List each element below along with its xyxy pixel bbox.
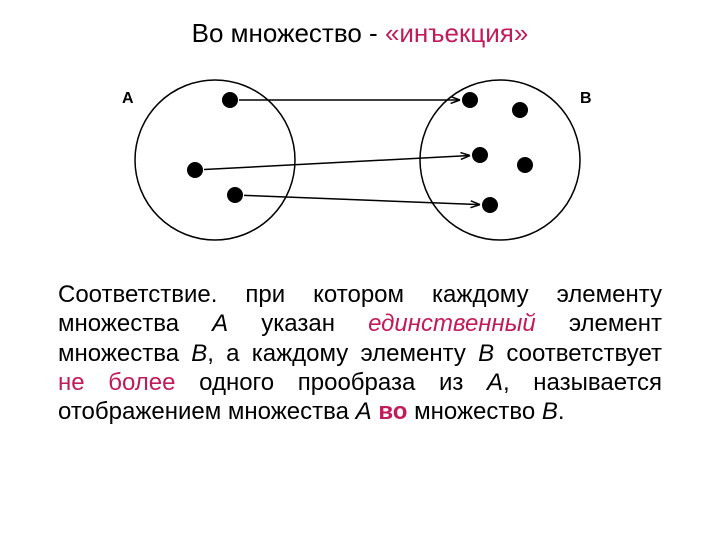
slide: Во множество - «инъекция» А В Соответств… [0,0,720,540]
def-s11: одного прообраза из [176,369,487,396]
set-b-label: В [580,90,592,108]
def-s9: соответствует [494,340,662,367]
def-s18: В [542,398,558,425]
def-s14: А [356,398,372,425]
set-a-label: А [122,90,134,108]
title-part1: Во множество - [192,18,385,48]
def-s19: . [558,398,565,425]
def-s7: , а каждому элементу [207,340,478,367]
slide-title: Во множество - «инъекция» [0,18,720,49]
definition-text: Соответствие. при котором каждому элемен… [58,280,662,426]
diagram-svg [60,60,660,250]
title-part2: «инъекция» [385,18,528,48]
def-s10: не более [58,369,176,396]
def-s17: множество [407,398,541,425]
injection-diagram: А В [60,60,660,250]
def-s2: А [212,310,228,337]
def-s6: В [191,340,207,367]
def-s3: указан [228,310,368,337]
def-s8: В [478,340,494,367]
def-s12: А [487,369,503,396]
def-s16: во [378,398,407,425]
def-s4: единственный [368,310,536,337]
